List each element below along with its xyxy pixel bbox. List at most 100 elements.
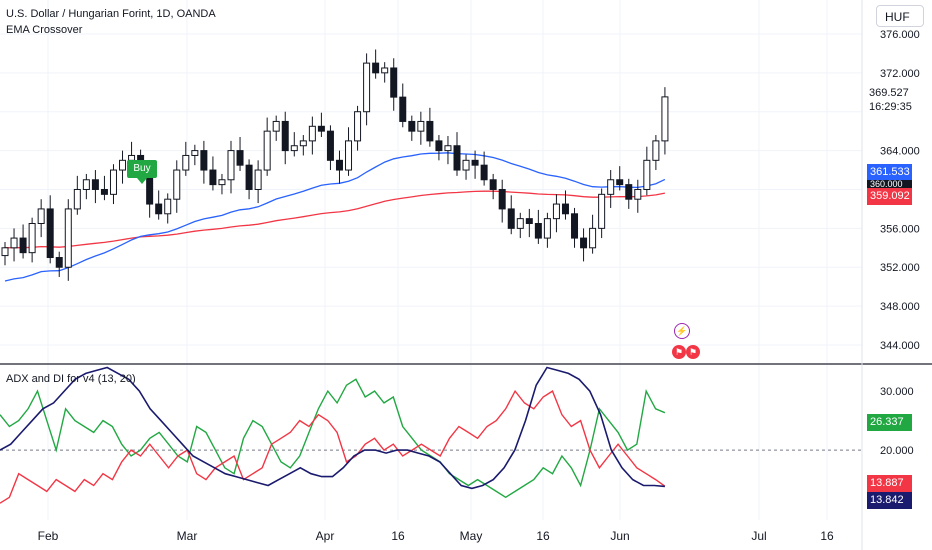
y-tick-label: 364.000 [880, 146, 920, 158]
di-minus-line [0, 389, 666, 504]
candle-body [489, 179, 497, 190]
candle-body [82, 179, 90, 190]
candle-body [444, 145, 452, 152]
candle-body [462, 159, 470, 171]
candle-body [245, 164, 253, 190]
candle-body [326, 130, 334, 161]
indicator-label[interactable]: EMA Crossover [6, 24, 83, 36]
y-tick-label: 344.000 [880, 340, 920, 352]
us-flag-event-icon-2[interactable]: ⚑ [686, 345, 700, 359]
sub-y-tick-label: 20.000 [880, 445, 914, 457]
candle-body [290, 145, 298, 152]
adx-badge: 13.842 [867, 492, 912, 509]
candle-body [417, 120, 425, 132]
candle-body [363, 62, 371, 113]
x-tick-label: Jul [751, 529, 766, 543]
candle-body [561, 203, 569, 215]
candle-body [19, 237, 27, 254]
x-tick-label: 16 [536, 529, 550, 543]
candle-body [263, 130, 271, 171]
currency-button[interactable]: HUF [876, 5, 924, 27]
candle-body [571, 213, 579, 239]
subpane-title[interactable]: ADX and DI for v4 (13, 20) [6, 373, 136, 385]
candle-body [652, 140, 660, 161]
candle-body [552, 203, 560, 220]
candle-body [272, 120, 280, 132]
candle-body [589, 227, 597, 249]
candle-body [1, 247, 9, 257]
last-price: 369.527 [869, 87, 909, 99]
candle-body [100, 188, 108, 195]
candle-body [317, 125, 325, 132]
candle-body [598, 193, 606, 229]
candle-body [390, 67, 398, 98]
candle-body [354, 111, 362, 142]
candle-body [399, 96, 407, 122]
candle-body [164, 198, 172, 215]
candle-body [91, 179, 99, 190]
candle-body [173, 169, 181, 200]
y-tick-label: 376.000 [880, 29, 920, 41]
candle-body [345, 140, 353, 171]
bar-countdown: 16:29:35 [869, 101, 912, 113]
candle-body [543, 218, 551, 239]
candle-body [507, 208, 515, 229]
ema-fast-line [4, 152, 666, 282]
candle-body [209, 169, 217, 186]
sub-y-tick-label: 30.000 [880, 386, 914, 398]
candle-body [281, 120, 289, 152]
x-tick-label: Apr [316, 529, 335, 543]
last-price-info: 369.527 16:29:35 [869, 86, 912, 114]
y-tick-label: 352.000 [880, 262, 920, 274]
y-tick-label: 372.000 [880, 68, 920, 80]
di-plus-line [0, 378, 666, 499]
candle-body [471, 159, 479, 166]
ema-slow-badge: 359.092 [867, 188, 912, 205]
x-tick-label: Mar [177, 529, 198, 543]
candle-body [408, 120, 416, 132]
candle-body [607, 179, 615, 195]
x-tick-label: 16 [820, 529, 834, 543]
candle-body [10, 237, 18, 249]
ema-slow-line [4, 190, 666, 249]
di-plus-badge: 26.337 [867, 414, 912, 431]
candle-body [580, 237, 588, 249]
y-tick-label: 356.000 [880, 223, 920, 235]
lightning-event-icon[interactable]: ⚡ [674, 323, 690, 339]
candle-body [534, 223, 542, 239]
candle-body [55, 257, 63, 268]
candle-body [308, 125, 316, 142]
y-tick-label: 348.000 [880, 301, 920, 313]
candle-body [227, 150, 235, 181]
x-tick-label: May [460, 529, 483, 543]
candle-body [516, 218, 524, 229]
candle-body [28, 223, 36, 254]
candle-body [155, 203, 163, 215]
candle-body [453, 145, 461, 171]
buy-signal-label[interactable]: Buy [127, 160, 157, 178]
candle-body [182, 154, 190, 171]
symbol-title[interactable]: U.S. Dollar / Hungarian Forint, 1D, OAND… [6, 8, 216, 20]
candle-body [335, 159, 343, 171]
candle-body [119, 159, 127, 171]
ema-fast-badge: 361.533 [867, 164, 912, 181]
candle-body [372, 62, 380, 74]
x-tick-label: Jun [610, 529, 629, 543]
candle-body [661, 96, 669, 142]
candle-body [634, 188, 642, 200]
us-flag-event-icon[interactable]: ⚑ [672, 345, 686, 359]
candle-body [191, 150, 199, 156]
candle-body [625, 184, 633, 200]
x-tick-label: Feb [38, 529, 59, 543]
candle-body [426, 120, 434, 142]
candle-body [299, 140, 307, 147]
candle-body [643, 159, 651, 190]
candle-body [109, 169, 117, 195]
candle-body [525, 218, 533, 224]
candle-body [46, 208, 54, 259]
candle-body [37, 208, 45, 224]
candle-body [200, 150, 208, 171]
price-level-badge: 360.000 [867, 180, 912, 188]
candle-body [64, 208, 72, 268]
